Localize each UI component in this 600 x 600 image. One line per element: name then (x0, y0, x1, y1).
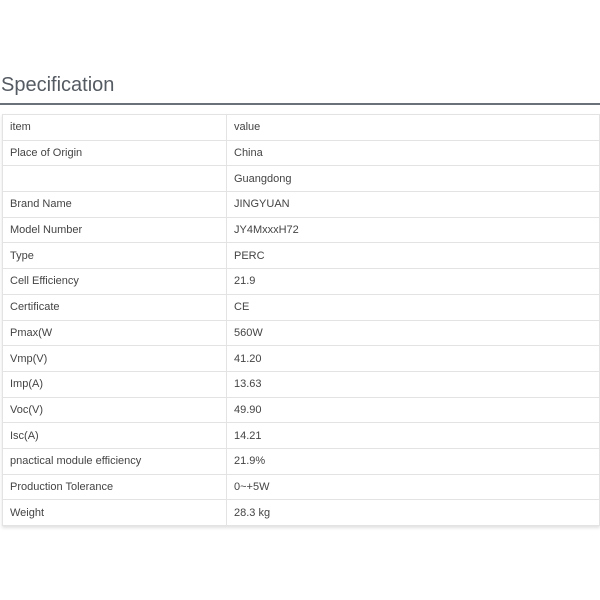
row-item: Cell Efficiency (3, 268, 227, 295)
row-value: 560W (226, 320, 599, 347)
table-row: Cell Efficiency 21.9 (3, 268, 599, 295)
row-value: JY4MxxxH72 (226, 217, 599, 244)
row-item: Pmax(W (3, 320, 227, 347)
row-item: Voc(V) (3, 397, 227, 424)
spec-table: item value Place of Origin China Guangdong… (3, 115, 599, 525)
row-item: Production Tolerance (3, 474, 227, 501)
row-value: 21.9% (226, 448, 599, 475)
table-row: Isc(A) 14.21 (3, 422, 599, 449)
table-header-row: item value (3, 115, 599, 141)
row-item (3, 165, 227, 193)
header-value: value (226, 115, 599, 141)
row-item: Vmp(V) (3, 345, 227, 372)
row-value: 21.9 (226, 268, 599, 295)
row-item: Type (3, 242, 227, 270)
row-item: Isc(A) (3, 422, 227, 449)
table-row: Pmax(W 560W (3, 320, 599, 347)
row-item: Brand Name (3, 191, 227, 218)
row-value: 0~+5W (226, 474, 599, 501)
table-row: Type PERC (3, 242, 599, 270)
table-row: Production Tolerance 0~+5W (3, 474, 599, 501)
row-value: CE (226, 294, 599, 321)
table-row: Weight 28.3 kg (3, 499, 599, 525)
row-item: Model Number (3, 217, 227, 244)
table-row: Place of Origin China (3, 140, 599, 167)
row-value: JINGYUAN (226, 191, 599, 218)
table-row: Brand Name JINGYUAN (3, 191, 599, 218)
row-value: 41.20 (226, 345, 599, 372)
spec-table-container: item value Place of Origin China Guangdong… (2, 114, 600, 526)
section-title: Specification (1, 74, 115, 96)
table-row: Voc(V) 49.90 (3, 397, 599, 424)
row-item: Imp(A) (3, 371, 227, 398)
table-row: Certificate CE (3, 294, 599, 321)
row-item: Certificate (3, 294, 227, 321)
table-row: Model Number JY4MxxxH72 (3, 217, 599, 244)
title-divider (0, 103, 600, 105)
row-value: China (226, 140, 599, 167)
row-item: pnactical module efficiency (3, 448, 227, 475)
row-value: 14.21 (226, 422, 599, 449)
row-value: 13.63 (226, 371, 599, 398)
table-row: Imp(A) 13.63 (3, 371, 599, 398)
table-row: Guangdong (3, 165, 599, 193)
row-value: PERC (226, 242, 599, 270)
header-item: item (3, 115, 227, 141)
row-value: 28.3 kg (234, 506, 271, 519)
row-value: Guangdong (226, 165, 599, 193)
row-item: Place of Origin (3, 140, 227, 167)
table-row: pnactical module efficiency 21.9% (3, 448, 599, 475)
table-row: Vmp(V) 41.20 (3, 345, 599, 372)
row-value: 49.90 (226, 397, 599, 424)
row-item: Weight (3, 499, 227, 525)
